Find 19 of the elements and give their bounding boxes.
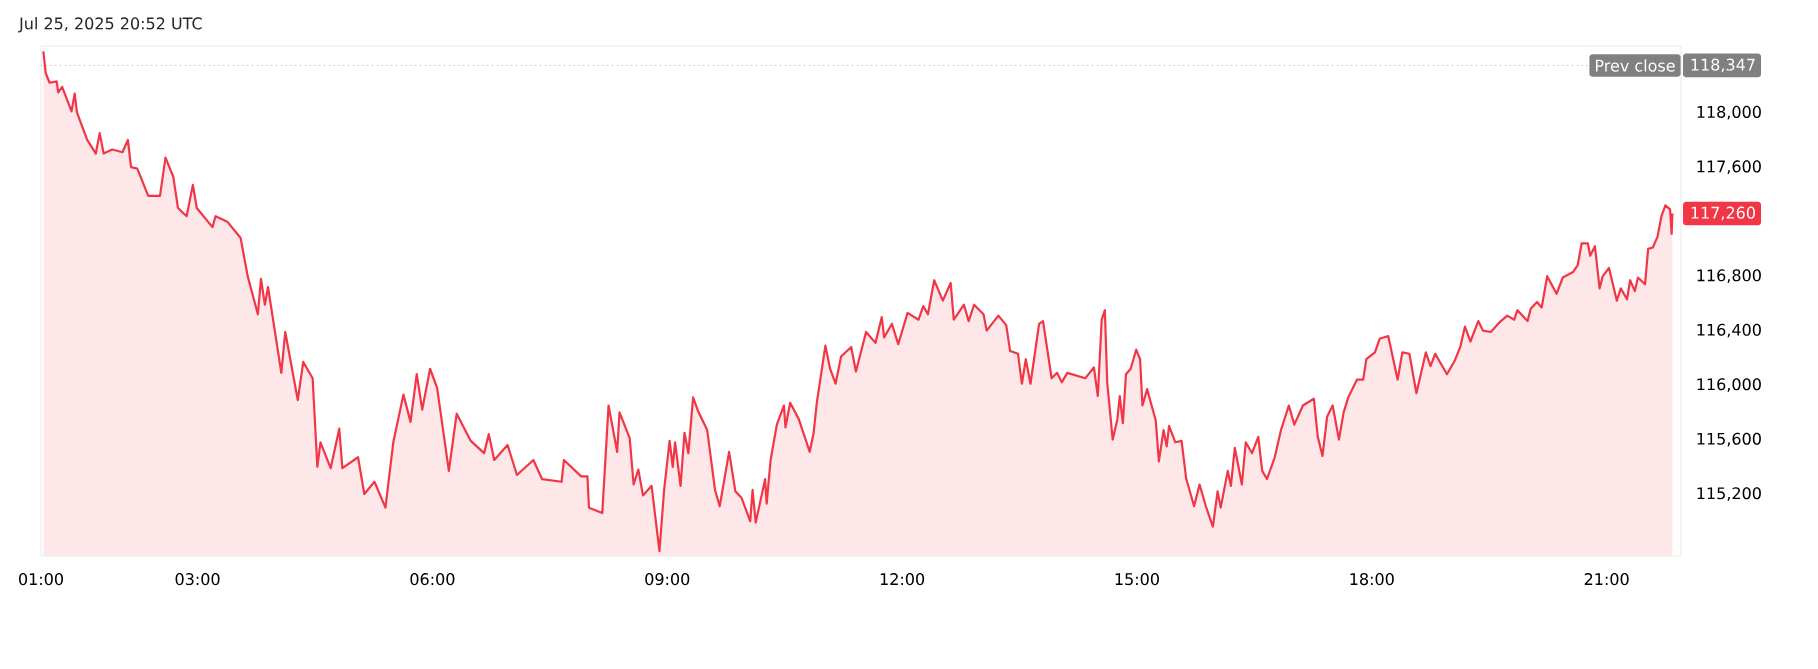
y-tick-label: 116,000 — [1697, 378, 1761, 392]
chart-title: Jul 25, 2025 20:52 UTC — [18, 17, 202, 33]
y-tick-label: 117,600 — [1697, 160, 1761, 175]
x-tick-label: 03:00 — [175, 573, 220, 586]
x-tick-label: 09:00 — [645, 573, 690, 586]
x-tick-label: 01:00 — [19, 573, 63, 586]
y-tick-label: 116,400 — [1697, 323, 1761, 338]
y-tick-label: 115,200 — [1697, 487, 1761, 501]
x-tick-label: 21:00 — [1584, 573, 1629, 586]
y-tick-label: 118,000 — [1697, 105, 1761, 120]
annotation: 117,260 — [1691, 206, 1755, 221]
x-tick-label: 18:00 — [1350, 573, 1394, 586]
x-tick-label: 06:00 — [410, 573, 455, 586]
y-tick-label: 115,600 — [1697, 432, 1761, 447]
x-tick-label: 12:00 — [880, 573, 925, 586]
y-tick-label: 116,800 — [1697, 269, 1761, 283]
ref-line-label: Prev close — [1595, 59, 1675, 72]
text: 118,347 — [1691, 58, 1755, 73]
x-tick-label: 15:00 — [1115, 573, 1159, 586]
